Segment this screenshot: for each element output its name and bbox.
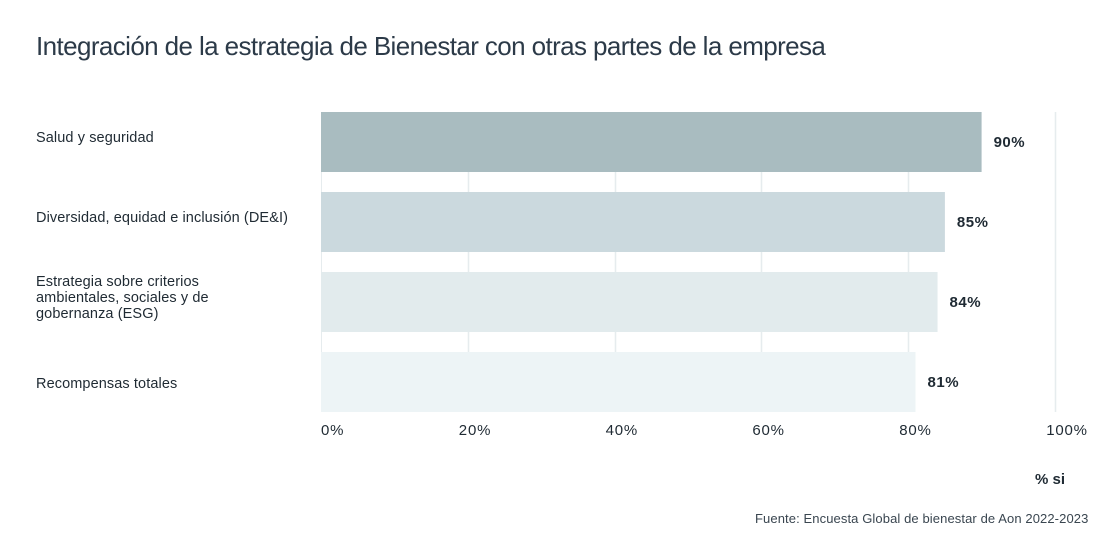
value-label: 84% — [950, 294, 982, 311]
category-label: Salud y seguridad — [36, 130, 306, 146]
bar — [321, 352, 916, 412]
category-label-line: gobernanza (ESG) — [36, 306, 159, 322]
category-label: Recompensas totales — [36, 376, 306, 392]
value-label: 85% — [957, 214, 989, 231]
bar — [321, 192, 945, 252]
category-label: Diversidad, equidad e inclusión (DE&I) — [36, 210, 306, 226]
x-axis-label: % si — [1035, 471, 1066, 488]
x-tick-label: 80% — [899, 422, 931, 439]
x-tick-label: 40% — [606, 422, 638, 439]
value-label: 90% — [994, 134, 1026, 151]
category-label-line: Recompensas totales — [36, 376, 178, 392]
bar — [321, 112, 982, 172]
category-label-line: ambientales, sociales y de — [36, 290, 209, 306]
x-tick-label: 20% — [459, 422, 491, 439]
category-label-line: Salud y seguridad — [36, 130, 154, 146]
source-note: Fuente: Encuesta Global de bienestar de … — [755, 511, 1089, 526]
x-tick-label: 0% — [321, 422, 344, 439]
category-label: Estrategia sobre criterios ambientales, … — [36, 274, 306, 322]
category-label-line: Estrategia sobre criterios — [36, 274, 199, 290]
value-label: 81% — [928, 374, 960, 391]
x-tick-label: 60% — [752, 422, 784, 439]
x-tick-label: 100% — [1046, 422, 1088, 439]
chart-title: Integración de la estrategia de Bienesta… — [36, 31, 826, 61]
bar — [321, 272, 938, 332]
category-label-line: Diversidad, equidad e inclusión (DE&I) — [36, 210, 289, 226]
